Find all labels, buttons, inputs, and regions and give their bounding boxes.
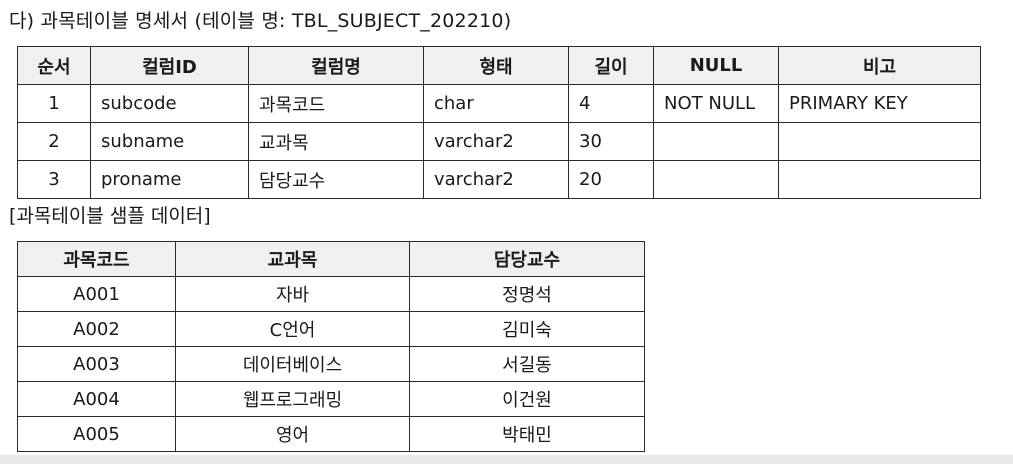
cell-subject-name: 데이터베이스 (175, 346, 410, 382)
cell-subject-name: 웹프로그래밍 (175, 381, 410, 417)
cell-column-id: proname (90, 160, 249, 199)
header-column-name: 컬럼명 (248, 46, 424, 85)
header-length: 길이 (568, 46, 654, 85)
cell-type: varchar2 (423, 160, 569, 199)
cell-type: char (423, 84, 569, 123)
cell-column-name: 교과목 (248, 122, 424, 161)
table-row: 1 subcode 과목코드 char 4 NOT NULL PRIMARY K… (17, 84, 981, 123)
table-row: A003 데이터베이스 서길동 (17, 346, 645, 382)
cell-subject-name: C언어 (175, 311, 410, 347)
cell-order: 3 (17, 160, 91, 199)
cell-null (653, 122, 779, 161)
table-row: 3 proname 담당교수 varchar2 20 (17, 160, 981, 199)
cell-subject-name: 영어 (175, 416, 410, 452)
table-row: A005 영어 박태민 (17, 416, 645, 452)
cell-type: varchar2 (423, 122, 569, 161)
spec-header-row: 순서 컬럼ID 컬럼명 형태 길이 NULL 비고 (17, 46, 981, 85)
header-note: 비고 (778, 46, 981, 85)
cell-professor: 박태민 (409, 416, 645, 452)
spec-heading: 다) 과목테이블 명세서 (테이블 명: TBL_SUBJECT_202210) (9, 10, 512, 32)
sample-caption: [과목테이블 샘플 데이터] (9, 205, 211, 227)
cell-subject-code: A004 (17, 381, 176, 417)
cell-column-name: 과목코드 (248, 84, 424, 123)
cell-subject-name: 자바 (175, 276, 410, 312)
cell-column-id: subname (90, 122, 249, 161)
cell-length: 30 (568, 122, 654, 161)
cell-professor: 이건원 (409, 381, 645, 417)
cell-subject-code: A003 (17, 346, 176, 382)
table-row: A004 웹프로그래밍 이건원 (17, 381, 645, 417)
header-professor: 담당교수 (409, 241, 645, 277)
cell-length: 4 (568, 84, 654, 123)
cell-null (653, 160, 779, 199)
table-row: A001 자바 정명석 (17, 276, 645, 312)
cell-professor: 김미숙 (409, 311, 645, 347)
header-null: NULL (653, 46, 779, 85)
cell-order: 2 (17, 122, 91, 161)
cell-note: PRIMARY KEY (778, 84, 981, 123)
sample-header-row: 과목코드 교과목 담당교수 (17, 241, 645, 277)
header-type: 형태 (423, 46, 569, 85)
cell-note (778, 160, 981, 199)
cell-column-id: subcode (90, 84, 249, 123)
cell-subject-code: A002 (17, 311, 176, 347)
header-subject-code: 과목코드 (17, 241, 176, 277)
table-row: 2 subname 교과목 varchar2 30 (17, 122, 981, 161)
cell-professor: 서길동 (409, 346, 645, 382)
cell-length: 20 (568, 160, 654, 199)
table-row: A002 C언어 김미숙 (17, 311, 645, 347)
bottom-strip (0, 455, 1013, 464)
cell-note (778, 122, 981, 161)
cell-subject-code: A001 (17, 276, 176, 312)
subject-spec-table: 순서 컬럼ID 컬럼명 형태 길이 NULL 비고 1 subcode 과목코드… (17, 46, 981, 199)
header-column-id: 컬럼ID (90, 46, 249, 85)
cell-subject-code: A005 (17, 416, 176, 452)
header-subject-name: 교과목 (175, 241, 410, 277)
cell-order: 1 (17, 84, 91, 123)
cell-null: NOT NULL (653, 84, 779, 123)
subject-sample-table: 과목코드 교과목 담당교수 A001 자바 정명석 A002 C언어 김미숙 A… (17, 241, 645, 452)
cell-professor: 정명석 (409, 276, 645, 312)
cell-column-name: 담당교수 (248, 160, 424, 199)
header-order: 순서 (17, 46, 91, 85)
